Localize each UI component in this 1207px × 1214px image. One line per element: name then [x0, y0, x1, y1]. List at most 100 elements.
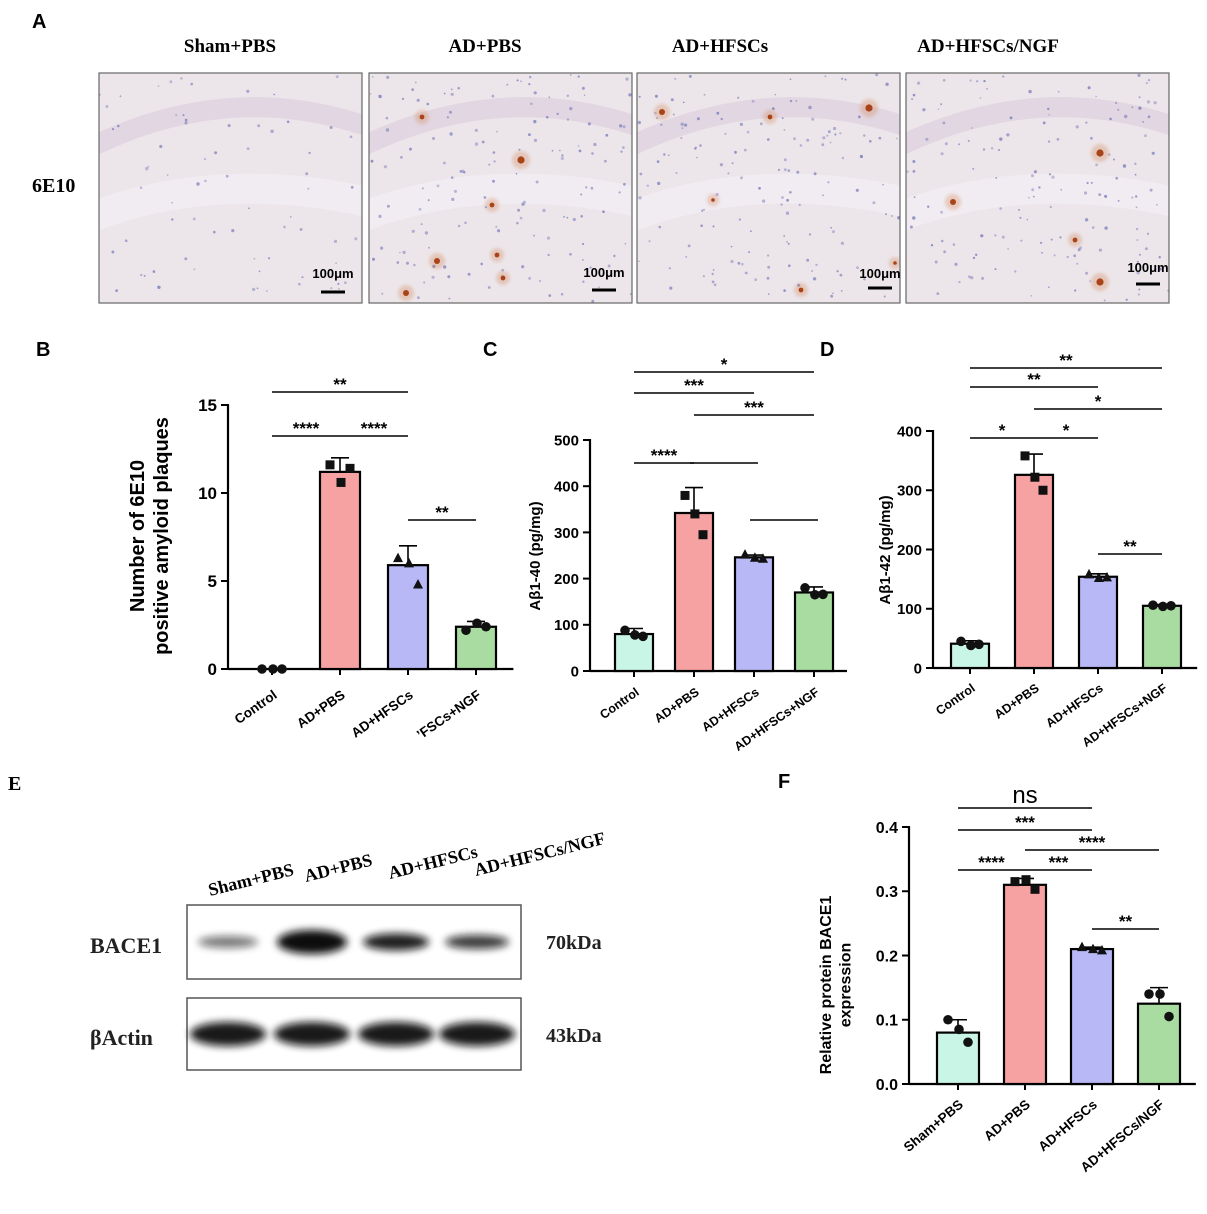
data-point [638, 631, 648, 642]
y-tick-label: 15 [198, 396, 217, 415]
chart-b: B Number of 6E10 positive amyloid plaques 0… [36, 339, 514, 742]
significance-label: **** [1079, 833, 1106, 852]
data-point [943, 1014, 953, 1025]
chart-d: D Aβ1-42 (pg/mg) 0 100 200 300 400 Control AD+PB… [820, 339, 1198, 750]
data-point [1102, 571, 1112, 582]
significance-label: **** [361, 419, 388, 438]
blot-bands [190, 930, 515, 1046]
y-tick-label: 0 [914, 660, 922, 677]
column-title-ad-pbs: AD+PBS [448, 36, 521, 57]
x-tick-label: ’FSCs+NGF [414, 687, 484, 742]
data-point [257, 664, 267, 674]
data-point [1166, 600, 1176, 611]
data-point [1030, 472, 1040, 482]
column-title-ad-hfscs-ngf: AD+HFSCs/NGF [917, 36, 1059, 57]
amyloid-plaque [1072, 237, 1078, 243]
y-tick-label: 0 [571, 663, 579, 680]
scale-bar-label: 100μm [312, 266, 353, 281]
data-point [345, 463, 355, 473]
blot-row-label-bace1: BACE1 [90, 933, 162, 958]
blot-size-43kda: 43kDa [546, 1025, 602, 1047]
column-title-sham-pbs: Sham+PBS [184, 36, 276, 57]
lane-label-ad-hfscs: AD+HFSCs [386, 841, 479, 882]
micrograph-ad-pbs [369, 73, 632, 303]
data-point [974, 639, 984, 650]
column-title-ad-hfscs: AD+HFSCs [672, 36, 768, 57]
amyloid-plaque [711, 198, 715, 202]
significance-label: ** [1059, 351, 1073, 370]
data-point [472, 618, 482, 629]
significance-label: **** [293, 419, 320, 438]
y-tick-label: 400 [554, 479, 579, 496]
panel-b-letter: B [36, 339, 50, 361]
scale-bar-label: 100μm [859, 266, 900, 281]
data-point [1148, 600, 1158, 610]
data-point [1093, 572, 1104, 582]
micrograph-row: 100μm 100μm 100μm 100μm [98, 72, 1170, 304]
data-point [393, 552, 403, 563]
amyloid-plaque [659, 109, 665, 115]
data-point [1144, 989, 1154, 999]
chart-c: C Aβ1-40 (pg/mg) 0 100 200 300 400 500 Control AD… [483, 339, 847, 754]
data-point [800, 583, 810, 593]
bar-ad-hfscs [386, 564, 430, 671]
band-bace1-ad-hfscs [363, 933, 429, 951]
y-tick-label: 200 [554, 571, 579, 588]
panel-a-letter: A [32, 11, 46, 33]
data-point [698, 530, 708, 540]
y-tick-label: 0.0 [876, 1077, 898, 1094]
y-tick-label: 0.4 [876, 820, 898, 837]
y-tick-label: 400 [897, 423, 922, 440]
chart-f: F Relative protein BACE1 expression 0.0 0.1 0… [778, 771, 1196, 1175]
band-actin-sham-pbs [190, 1022, 266, 1046]
y-tick-label: 300 [554, 525, 579, 542]
amyloid-plaque [798, 287, 804, 293]
data-point [1088, 943, 1098, 954]
band-bace1-ad-hfscs-ngf [445, 935, 509, 949]
data-point [1030, 884, 1040, 894]
y-tick-label: 300 [897, 483, 922, 500]
y-tick-label: 5 [208, 572, 217, 591]
data-point [1020, 451, 1030, 461]
significance-label: ** [1119, 912, 1133, 931]
data-point [690, 509, 700, 519]
y-axis-label: Relative protein BACE1 expression [818, 896, 854, 1075]
significance-label: ** [333, 375, 347, 394]
blot-size-70kda: 70kDa [546, 932, 602, 954]
data-point [630, 630, 640, 640]
data-point [818, 589, 828, 600]
lane-label-ad-pbs: AD+PBS [302, 850, 374, 886]
micrograph-ad-hfscs [637, 73, 900, 303]
lane-label-sham-pbs: Sham+PBS [206, 859, 296, 900]
band-actin-ad-pbs [274, 1022, 350, 1046]
y-tick-label: 500 [554, 432, 579, 449]
scale-bar-label: 100μm [583, 265, 624, 280]
y-tick-label: 200 [897, 542, 922, 559]
scale-bar-label: 100μm [1127, 260, 1168, 275]
y-axis-label: Aβ1-40 (pg/mg) [527, 501, 544, 610]
significance-label: **** [651, 446, 678, 465]
amyloid-plaque [767, 114, 773, 120]
data-point [758, 553, 768, 563]
data-point [954, 1024, 964, 1035]
band-actin-ad-hfscs-ngf [439, 1022, 515, 1046]
amyloid-plaque [1096, 278, 1104, 286]
amyloid-plaque [403, 290, 409, 296]
significance-label: ** [1027, 370, 1041, 389]
y-tick-label: 10 [198, 484, 217, 503]
data-point [1010, 877, 1020, 887]
y-tick-label: 0.1 [876, 1013, 898, 1030]
data-point [325, 460, 335, 470]
panel-f-letter: F [778, 771, 790, 793]
x-tick-label: Sham+PBS [901, 1097, 966, 1155]
data-point [680, 490, 690, 500]
bar-ad-pbs [318, 470, 362, 671]
bar-ad-hfscs-ngf [1141, 604, 1183, 670]
bar-fscs-ngf [454, 625, 498, 671]
bar-ad-hfscs [1069, 947, 1115, 1086]
x-tick-label: AD+PBS [981, 1097, 1033, 1144]
y-tick-label: 100 [897, 601, 922, 618]
data-point [749, 552, 760, 562]
data-point [1164, 1011, 1174, 1022]
